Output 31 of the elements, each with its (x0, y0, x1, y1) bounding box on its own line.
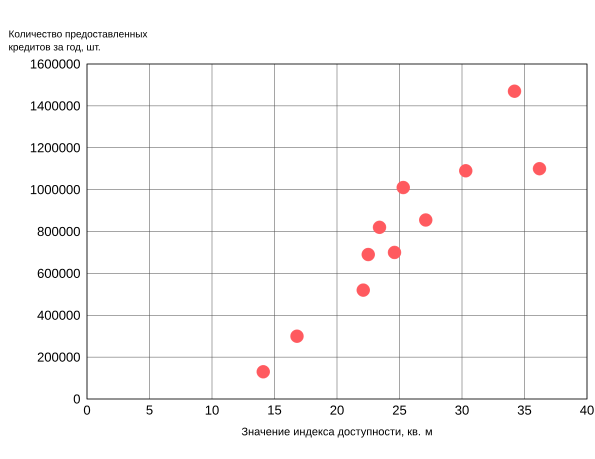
y-tick-label: 1400000 (30, 101, 80, 110)
y-tick-label: 1600000 (30, 59, 80, 69)
x-tick-label: 20 (330, 406, 344, 415)
x-tick-label: 15 (268, 406, 282, 415)
point (532, 162, 546, 176)
point (388, 246, 402, 260)
x-tick-label: 25 (392, 406, 406, 415)
y-tick-label: 600000 (38, 268, 80, 278)
x-axis-title: Значение индекса доступности, кв. м (242, 428, 432, 438)
point (362, 248, 375, 262)
x-tick-label: 5 (146, 406, 153, 415)
point (459, 164, 472, 178)
x-tick-label: 35 (518, 406, 532, 415)
y-tick-label: 0 (74, 394, 80, 404)
y-tick-label: 1000000 (30, 185, 80, 194)
point (256, 365, 270, 378)
x-tick-label: 10 (206, 406, 219, 415)
y-axis-title: Количество предоставленных кредитов за год, шт. (9, 30, 148, 52)
point (396, 180, 410, 194)
y-tick-label: 400000 (37, 310, 80, 320)
x-tick-label: 40 (580, 406, 594, 415)
x-tick-label: 30 (455, 406, 469, 415)
y-tick-label: 800000 (38, 226, 80, 236)
point (372, 220, 386, 234)
x-tick-label: 0 (84, 406, 90, 415)
y-tick-label: 200000 (38, 352, 80, 362)
point (419, 213, 432, 227)
point (356, 283, 370, 297)
point (290, 329, 304, 343)
y-tick-label: 1200000 (30, 143, 80, 152)
point (508, 84, 522, 98)
